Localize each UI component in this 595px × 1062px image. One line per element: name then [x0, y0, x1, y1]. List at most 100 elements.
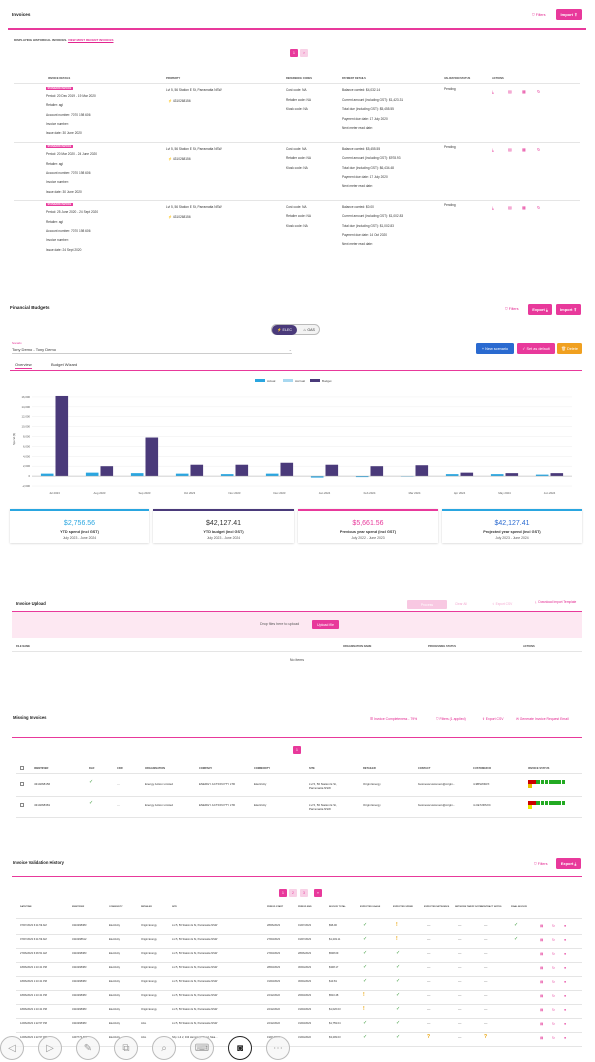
invoice-status-square[interactable]: [553, 801, 557, 805]
back-icon[interactable]: ◁: [0, 1036, 24, 1060]
invoices-page-next[interactable]: >: [300, 49, 308, 57]
toggle-elec[interactable]: ⚡ ELEC: [272, 325, 297, 335]
invoice-status-square[interactable]: [532, 801, 536, 805]
refresh-icon[interactable]: ↻: [537, 89, 541, 94]
invoice-status-square[interactable]: [536, 801, 540, 805]
invoice-status-square[interactable]: [557, 801, 561, 805]
info-icon[interactable]: ●: [564, 1021, 567, 1026]
delete-button[interactable]: 🗑 Delete: [557, 343, 582, 354]
select-all-checkbox[interactable]: [20, 766, 24, 770]
toggle-gas[interactable]: ♨ GAS: [303, 328, 315, 332]
missing-filters-button[interactable]: ⛉ Filters (1 applied): [436, 717, 466, 721]
invoice-status-square[interactable]: [528, 784, 532, 788]
invoice-status-square[interactable]: [557, 780, 561, 784]
commodity-toggle[interactable]: ⚡ ELEC ♨ GAS: [271, 324, 320, 335]
budgets-filters-button[interactable]: ⛉ Filters: [505, 307, 519, 311]
history-page-1[interactable]: 1: [279, 889, 287, 897]
document-icon[interactable]: ▤: [508, 147, 512, 152]
refresh-icon[interactable]: ↻: [537, 147, 541, 152]
missing-page-1[interactable]: 1: [293, 746, 301, 754]
invoice-status-square[interactable]: [540, 780, 545, 784]
document-icon[interactable]: ▤: [508, 89, 512, 94]
budgets-import-button[interactable]: Import ⇪: [556, 304, 581, 315]
document-icon[interactable]: ▤: [540, 923, 544, 928]
refresh-icon[interactable]: ↻: [552, 1021, 556, 1026]
document-icon[interactable]: ▤: [540, 1007, 544, 1012]
clear-all-button[interactable]: Clear All: [455, 602, 467, 606]
download-icon[interactable]: ⤓: [492, 89, 494, 94]
info-icon[interactable]: ●: [564, 965, 567, 970]
copy-icon[interactable]: ⧉: [114, 1036, 138, 1060]
row-checkbox[interactable]: [20, 803, 24, 807]
download-template-link[interactable]: ⤓ Download Import Template: [535, 600, 577, 604]
document-icon[interactable]: ▤: [540, 965, 544, 970]
completeness-link[interactable]: ☰ Invoice Completeness - 79%: [370, 717, 418, 721]
view-recent-invoices-link[interactable]: VIEW MOST RECENT INVOICES: [67, 38, 114, 42]
tab-budget-wizard[interactable]: Budget Wizard: [51, 362, 78, 367]
history-export-button[interactable]: Export ⤓: [556, 858, 581, 869]
invoice-status-square[interactable]: [540, 801, 545, 805]
info-icon[interactable]: ●: [564, 951, 567, 956]
info-icon[interactable]: ●: [564, 937, 567, 942]
row-checkbox[interactable]: [20, 782, 24, 786]
download-icon[interactable]: ⤓: [492, 205, 494, 210]
info-icon[interactable]: ●: [564, 1007, 567, 1012]
refresh-icon[interactable]: ↻: [552, 923, 556, 928]
invoice-status-square[interactable]: [528, 801, 532, 805]
document-icon[interactable]: ▤: [540, 993, 544, 998]
video-camera-icon[interactable]: ◙: [228, 1036, 252, 1060]
history-filters-button[interactable]: ⛉ Filters: [534, 862, 548, 866]
history-page-3[interactable]: 3: [300, 889, 308, 897]
keyboard-icon[interactable]: ⌨: [190, 1036, 214, 1060]
table-icon[interactable]: ▦: [522, 147, 526, 152]
invoices-import-button[interactable]: Import ⇪: [556, 9, 582, 20]
invoice-status-square[interactable]: [528, 805, 532, 809]
refresh-icon[interactable]: ↻: [552, 937, 556, 942]
invoice-status-square[interactable]: [544, 801, 549, 805]
pen-icon[interactable]: ✎: [76, 1036, 100, 1060]
refresh-icon[interactable]: ↻: [537, 205, 541, 210]
invoices-page-1[interactable]: 1: [290, 49, 298, 57]
invoice-status-square[interactable]: [528, 780, 532, 784]
refresh-icon[interactable]: ↻: [552, 979, 556, 984]
refresh-icon[interactable]: ↻: [552, 993, 556, 998]
info-icon[interactable]: ●: [564, 1035, 567, 1040]
invoice-status-square[interactable]: [549, 780, 553, 784]
budgets-export-button[interactable]: Export ⤓: [528, 304, 552, 315]
invoice-status-square[interactable]: [544, 780, 549, 784]
document-icon[interactable]: ▤: [540, 1021, 544, 1026]
history-page-2[interactable]: 2: [289, 889, 297, 897]
invoice-status-square[interactable]: [532, 780, 536, 784]
refresh-icon[interactable]: ↻: [552, 1035, 556, 1040]
tab-overview[interactable]: Overview: [15, 362, 32, 369]
download-icon[interactable]: ⤓: [492, 147, 494, 152]
document-icon[interactable]: ▤: [540, 937, 544, 942]
magnifier-icon[interactable]: ⌕: [152, 1036, 176, 1060]
set-default-button[interactable]: ✓ Set as default: [517, 343, 555, 354]
info-icon[interactable]: ●: [564, 923, 567, 928]
refresh-icon[interactable]: ↻: [552, 965, 556, 970]
more-icon[interactable]: ⋯: [266, 1036, 290, 1060]
drop-zone[interactable]: Drop files here to upload Upload file: [12, 612, 582, 638]
document-icon[interactable]: ▤: [540, 951, 544, 956]
process-button[interactable]: Process: [407, 600, 447, 609]
info-icon[interactable]: ●: [564, 993, 567, 998]
document-icon[interactable]: ▤: [540, 979, 544, 984]
table-icon[interactable]: ▦: [522, 89, 526, 94]
history-page-last[interactable]: »: [314, 889, 322, 897]
new-scenario-button[interactable]: + New scenario: [476, 343, 514, 354]
scenario-select[interactable]: Tony Demo - Tony Demo ⌄: [12, 347, 292, 354]
document-icon[interactable]: ▤: [540, 1035, 544, 1040]
upload-export-csv-button[interactable]: ⇪ Export CSV: [492, 602, 513, 606]
invoices-filters-button[interactable]: ⛉ Filters: [532, 13, 546, 17]
forward-icon[interactable]: ▷: [38, 1036, 62, 1060]
invoice-status-square[interactable]: [561, 801, 566, 805]
info-icon[interactable]: ●: [564, 979, 567, 984]
refresh-icon[interactable]: ↻: [552, 951, 556, 956]
missing-export-csv-button[interactable]: ⇪ Export CSV: [482, 717, 504, 721]
invoice-status-square[interactable]: [549, 801, 553, 805]
table-icon[interactable]: ▦: [522, 205, 526, 210]
upload-file-button[interactable]: Upload file: [312, 620, 339, 629]
invoice-status-square[interactable]: [561, 780, 566, 784]
invoice-status-square[interactable]: [536, 780, 540, 784]
